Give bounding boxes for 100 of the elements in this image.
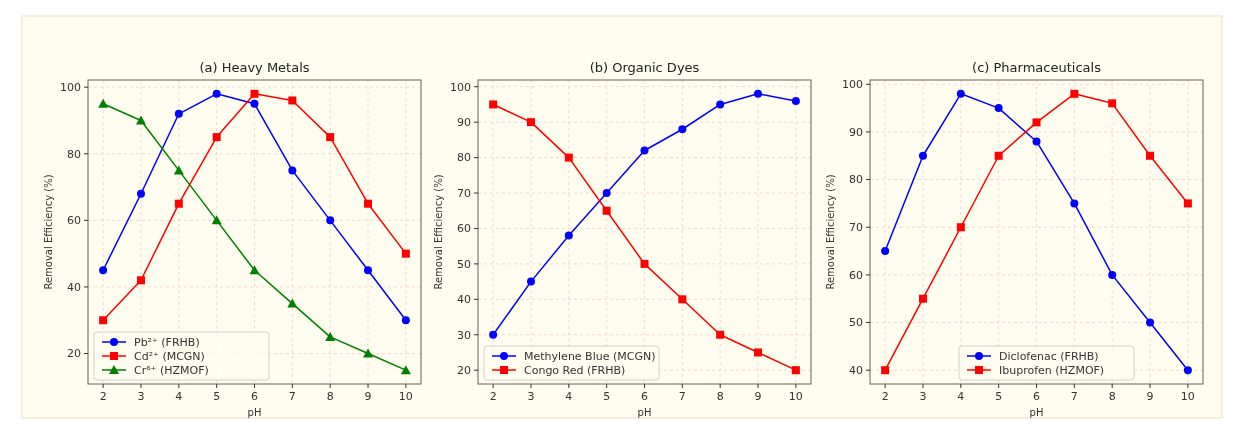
point	[1070, 89, 1079, 98]
point	[1032, 137, 1041, 146]
y-tick-label: 40	[849, 364, 863, 378]
point	[98, 98, 109, 108]
x-tick-label: 5	[603, 390, 611, 403]
x-axis-title: pH	[637, 407, 652, 418]
point	[918, 151, 927, 160]
x-tick-label: 6	[641, 390, 648, 403]
point	[99, 266, 108, 275]
x-tick-label: 6	[1033, 390, 1040, 403]
point	[174, 109, 183, 118]
point	[564, 231, 573, 240]
point	[211, 215, 222, 225]
point	[364, 199, 373, 208]
x-tick-label: 4	[175, 390, 183, 403]
x-tick-label: 2	[489, 390, 497, 403]
x-tick-label: 9	[364, 390, 372, 403]
point	[754, 348, 763, 357]
x-tick-label: 9	[754, 390, 762, 403]
y-tick-label: 50	[849, 316, 863, 330]
point	[1146, 318, 1155, 327]
point	[602, 206, 611, 215]
y-axis-title: Removal Efficiency (%)	[433, 174, 444, 290]
point	[640, 259, 649, 268]
y-tick-label: 100	[60, 81, 81, 95]
y-tick-label: 30	[457, 328, 471, 342]
chart-title: (b) Organic Dyes	[589, 60, 700, 75]
y-tick-label: 80	[849, 173, 863, 187]
y-tick-label: 80	[67, 147, 81, 161]
y-tick-label: 60	[849, 268, 863, 282]
y-tick-label: 80	[457, 151, 471, 165]
x-tick-label: 2	[99, 390, 107, 403]
point	[678, 295, 687, 304]
x-tick-label: 7	[678, 390, 686, 403]
x-tick-label: 4	[565, 390, 573, 403]
point	[881, 366, 890, 375]
x-tick-label: 7	[1070, 390, 1078, 403]
point	[956, 223, 965, 232]
legend-label: Methylene Blue (MCGN)	[524, 349, 656, 363]
y-tick-label: 40	[457, 293, 471, 307]
point	[250, 99, 259, 108]
point	[326, 216, 335, 225]
point	[1032, 118, 1041, 127]
x-tick-label: 7	[288, 390, 296, 403]
y-axis-title: Removal Efficiency (%)	[825, 174, 836, 290]
point	[135, 115, 146, 125]
point	[994, 151, 1003, 160]
y-tick-label: 60	[457, 222, 471, 236]
chart-title: (c) Pharmaceuticals	[972, 60, 1102, 75]
x-tick-label: 6	[251, 390, 258, 403]
point	[249, 265, 260, 275]
point	[1183, 366, 1192, 375]
point	[363, 348, 374, 358]
legend-label: Cr⁶⁺ (HZMOF)	[134, 363, 209, 377]
y-tick-label: 70	[457, 186, 471, 200]
x-tick-label: 9	[1146, 390, 1154, 403]
y-tick-label: 20	[67, 347, 81, 361]
legend-label: Diclofenac (FRHB)	[999, 349, 1099, 363]
point	[526, 118, 535, 127]
point	[288, 96, 297, 105]
legend-label: Cd²⁺ (MCGN)	[134, 349, 205, 363]
legend-label: Congo Red (FRHB)	[524, 363, 626, 377]
point	[994, 104, 1003, 113]
point	[136, 276, 145, 285]
point	[526, 277, 535, 286]
x-tick-label: 3	[919, 390, 927, 403]
y-tick-label: 100	[450, 80, 471, 94]
point	[1108, 99, 1117, 108]
point	[1108, 270, 1117, 279]
x-tick-label: 4	[957, 390, 965, 403]
point	[212, 89, 221, 98]
x-tick-label: 5	[213, 390, 221, 403]
point	[1146, 151, 1155, 160]
y-tick-label: 90	[457, 116, 471, 130]
point	[288, 166, 297, 175]
x-tick-label: 5	[995, 390, 1003, 403]
legend-label: Ibuprofen (HZMOF)	[999, 363, 1105, 377]
point	[754, 89, 763, 98]
point	[791, 96, 800, 105]
x-tick-label: 2	[881, 390, 889, 403]
y-axis-title: Removal Efficiency (%)	[43, 174, 54, 290]
point	[716, 100, 725, 109]
point	[99, 316, 108, 325]
point	[716, 330, 725, 339]
point	[364, 266, 373, 275]
point	[489, 330, 498, 339]
point	[173, 165, 184, 175]
point	[918, 294, 927, 303]
y-tick-label: 50	[457, 257, 471, 271]
y-tick-label: 70	[849, 221, 863, 235]
y-tick-label: 90	[849, 125, 863, 139]
y-tick-label: 60	[67, 214, 81, 228]
x-tick-label: 3	[527, 390, 535, 403]
legend-label: Pb²⁺ (FRHB)	[134, 335, 200, 349]
x-tick-label: 10	[1180, 390, 1195, 403]
point	[602, 189, 611, 198]
point	[250, 89, 259, 98]
point	[564, 153, 573, 162]
point	[1070, 199, 1079, 208]
point	[791, 366, 800, 375]
